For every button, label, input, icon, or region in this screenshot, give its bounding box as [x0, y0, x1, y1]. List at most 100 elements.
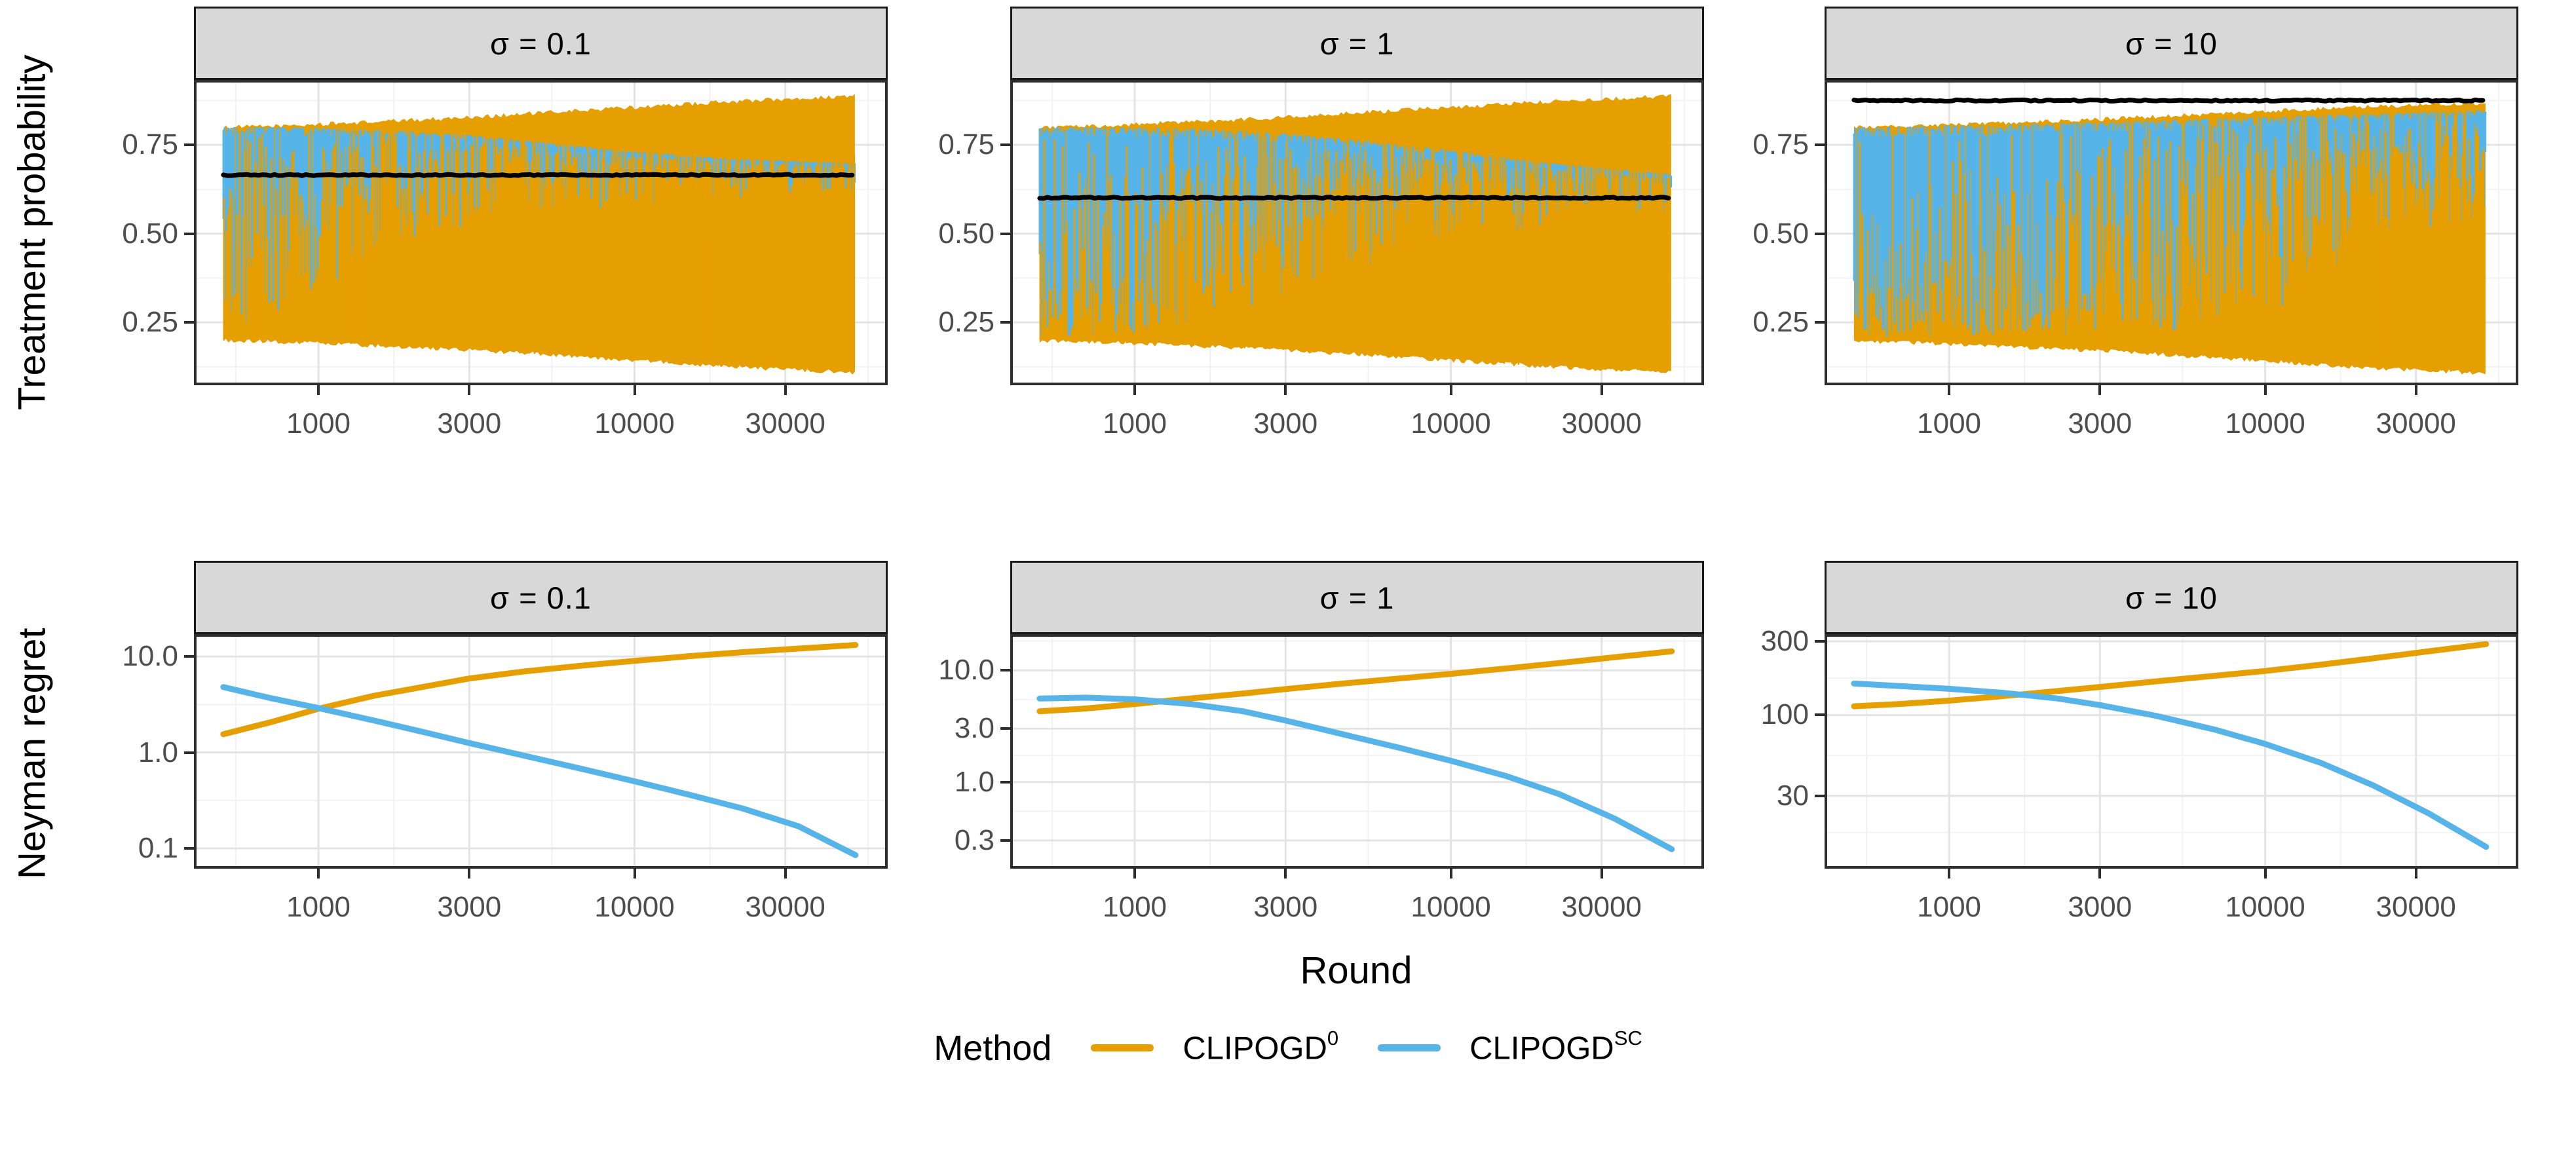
facet-strip: σ = 10 — [1825, 7, 2518, 80]
y-axis-tick-mark — [1000, 780, 1010, 784]
y-axis-tick-label: 10.0 — [938, 654, 994, 687]
facet-plot-area — [194, 80, 888, 385]
x-axis-tick-label: 10000 — [2225, 407, 2305, 440]
x-axis-tick-label: 3000 — [2068, 891, 2132, 923]
y-axis-tick-mark — [184, 751, 194, 754]
y-axis-tick-mark — [184, 655, 194, 658]
y-axis-tick-label: 100 — [1760, 698, 1809, 731]
y-axis-tick-label: 1.0 — [138, 736, 178, 768]
y-axis-tick-label: 0.25 — [1752, 306, 1809, 339]
x-axis-tick-mark — [1600, 869, 1603, 879]
x-axis-tick-label: 30000 — [2376, 407, 2456, 440]
y-axis-tick-mark — [1815, 143, 1825, 147]
facet-plot-area — [1825, 80, 2518, 385]
facet-strip: σ = 0.1 — [194, 561, 888, 634]
facet-plot-area — [194, 634, 888, 869]
x-axis-tick-mark — [633, 869, 636, 879]
x-axis-tick-mark — [317, 385, 320, 395]
y-axis-tick-label: 0.75 — [938, 128, 994, 161]
y-axis-tick-mark — [1815, 232, 1825, 235]
x-axis-tick-mark — [1133, 869, 1137, 879]
facet-strip-label: σ = 1 — [1319, 580, 1395, 615]
legend-item-clipogd0: CLIPOGD0 — [1091, 1027, 1339, 1067]
y-axis-tick-mark — [1000, 839, 1010, 842]
x-axis-tick-label: 30000 — [745, 407, 825, 440]
y-axis-tick-label: 0.25 — [938, 306, 994, 339]
y-axis-tick-mark — [1000, 669, 1010, 672]
x-axis-tick-label: 10000 — [594, 891, 675, 923]
facet-strip: σ = 1 — [1010, 561, 1704, 634]
x-axis-tick-mark — [1284, 869, 1287, 879]
facet-strip-label: σ = 1 — [1319, 26, 1395, 61]
x-axis-tick-label: 3000 — [2068, 407, 2132, 440]
y-axis-tick-mark — [184, 232, 194, 235]
legend-key-clipogdsc-line — [1378, 1044, 1441, 1052]
x-axis-title-round: Round — [1300, 949, 1412, 992]
x-axis-tick-label: 10000 — [594, 407, 675, 440]
y-axis-tick-label: 0.25 — [122, 306, 178, 339]
y-axis-tick-label: 10.0 — [122, 640, 178, 673]
y-axis-tick-label: 3.0 — [954, 712, 994, 745]
facet-strip-label: σ = 10 — [2125, 580, 2218, 615]
facet-strip: σ = 0.1 — [194, 7, 888, 80]
x-axis-tick-mark — [784, 385, 787, 395]
x-axis-tick-mark — [2414, 869, 2417, 879]
x-axis-tick-label: 10000 — [1411, 891, 1491, 923]
legend-label-clipogd0: CLIPOGD0 — [1183, 1027, 1339, 1067]
x-axis-tick-label: 3000 — [437, 891, 502, 923]
x-axis-tick-label: 1000 — [1103, 891, 1167, 923]
legend-item-clipogdsc: CLIPOGDSC — [1378, 1027, 1642, 1067]
y-axis-tick-label: 30 — [1777, 779, 1809, 812]
x-axis-tick-label: 1000 — [286, 891, 351, 923]
legend: Method CLIPOGD0 CLIPOGDSC — [0, 1021, 2576, 1076]
y-axis-tick-label: 300 — [1760, 625, 1809, 658]
x-axis-tick-label: 3000 — [437, 407, 502, 440]
legend-title: Method — [934, 1029, 1052, 1068]
y-axis-tick-label: 0.50 — [122, 217, 178, 250]
y-axis-tick-mark — [1000, 321, 1010, 324]
y-axis-tick-mark — [1000, 143, 1010, 147]
legend-key-clipogd0-line — [1091, 1044, 1154, 1052]
x-axis-tick-label: 30000 — [745, 891, 825, 923]
x-axis-tick-label: 1000 — [1103, 407, 1167, 440]
facet-strip: σ = 10 — [1825, 561, 2518, 634]
x-axis-tick-label: 3000 — [1253, 891, 1318, 923]
y-axis-tick-label: 0.75 — [1752, 128, 1809, 161]
x-axis-tick-mark — [2263, 869, 2267, 879]
x-axis-tick-mark — [1133, 385, 1137, 395]
y-axis-tick-label: 0.1 — [138, 831, 178, 864]
y-axis-tick-mark — [1815, 794, 1825, 797]
x-axis-tick-label: 1000 — [1917, 407, 1982, 440]
y-axis-tick-mark — [1815, 713, 1825, 717]
x-axis-tick-mark — [1948, 869, 1951, 879]
x-axis-tick-label: 1000 — [286, 407, 351, 440]
x-axis-tick-mark — [1948, 385, 1951, 395]
facet-plot-area — [1825, 634, 2518, 869]
y-axis-tick-mark — [184, 846, 194, 850]
x-axis-tick-mark — [2098, 869, 2102, 879]
x-axis-tick-label: 3000 — [1253, 407, 1318, 440]
facet-strip: σ = 1 — [1010, 7, 1704, 80]
y-axis-tick-label: 0.75 — [122, 128, 178, 161]
facet-strip-label: σ = 0.1 — [490, 26, 592, 61]
facet-strip-label: σ = 0.1 — [490, 580, 592, 615]
y-axis-tick-label: 0.3 — [954, 823, 994, 856]
facet-plot-area — [1010, 634, 1704, 869]
x-axis-tick-mark — [2414, 385, 2417, 395]
x-axis-tick-mark — [468, 869, 471, 879]
x-axis-tick-label: 10000 — [1411, 407, 1491, 440]
y-axis-tick-mark — [1000, 727, 1010, 730]
x-axis-tick-mark — [2263, 385, 2267, 395]
x-axis-tick-mark — [1449, 385, 1452, 395]
y-axis-tick-mark — [1815, 640, 1825, 643]
x-axis-tick-label: 30000 — [1561, 407, 1642, 440]
y-axis-tick-label: 1.0 — [954, 765, 994, 798]
x-axis-tick-mark — [2098, 385, 2102, 395]
y-axis-tick-mark — [184, 321, 194, 324]
x-axis-tick-mark — [1284, 385, 1287, 395]
x-axis-tick-mark — [633, 385, 636, 395]
x-axis-tick-label: 1000 — [1917, 891, 1982, 923]
facet-plot-area — [1010, 80, 1704, 385]
x-axis-tick-mark — [317, 869, 320, 879]
